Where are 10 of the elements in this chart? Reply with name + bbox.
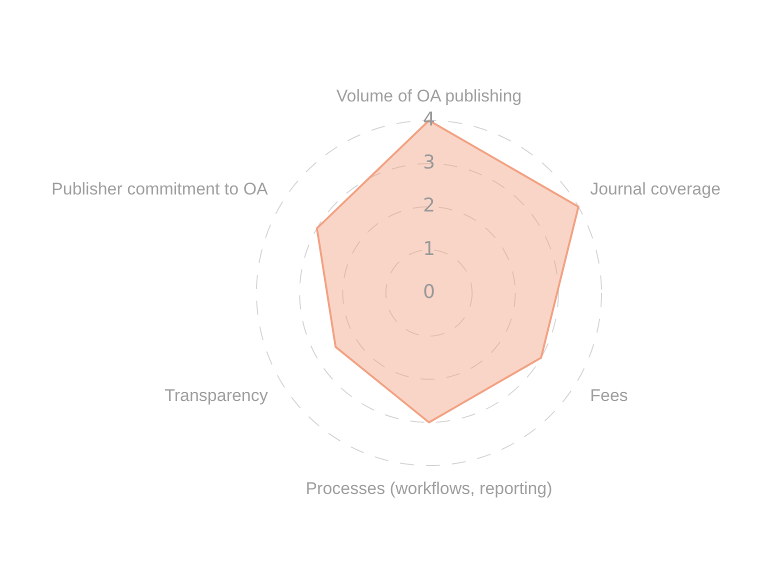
spoke-label: Journal coverage — [590, 179, 721, 198]
spoke-label: Volume of OA publishing — [336, 86, 522, 106]
y-tick-label: 0 — [422, 280, 436, 303]
y-tick-label: 2 — [422, 194, 436, 217]
spoke-label: Transparency — [164, 386, 268, 405]
spoke-label: Publisher commitment to OA — [52, 179, 269, 198]
y-tick-label: 3 — [422, 152, 436, 174]
spoke-label: Fees — [590, 386, 628, 405]
y-tick-label: 1 — [422, 238, 436, 260]
spoke-label: Processes (workflows, reporting) — [306, 478, 552, 498]
